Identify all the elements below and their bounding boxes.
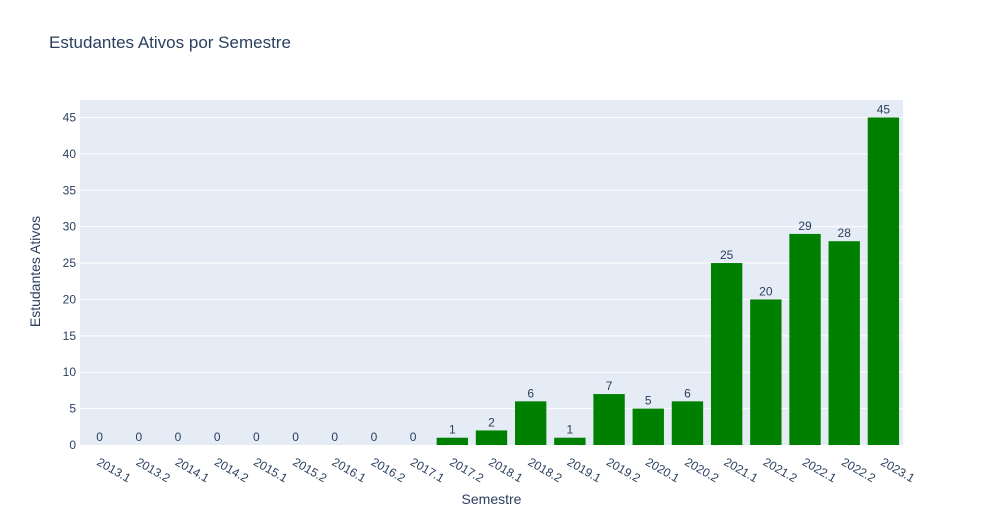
x-tick-label: 2019.2 — [604, 455, 643, 486]
x-tick-label: 2014.2 — [212, 455, 251, 486]
x-tick-label: 2016.1 — [330, 455, 369, 486]
x-tick-label: 2018.2 — [526, 455, 565, 486]
data-label: 2 — [488, 415, 495, 429]
y-axis-title: Estudantes Ativos — [27, 216, 43, 327]
x-axis-title: Semestre — [462, 491, 522, 507]
data-label: 45 — [877, 102, 891, 116]
data-label: 0 — [253, 430, 260, 444]
data-labels: 0 0 0 0 0 0 0 0 0 1 2 6 1 7 5 6 25 20 29 28 45 — [96, 102, 890, 444]
data-label: 0 — [214, 430, 221, 444]
bar-2017.2[interactable] — [436, 437, 468, 445]
x-tick-label: 2020.1 — [643, 455, 682, 486]
data-label: 7 — [606, 379, 613, 393]
chart-title: Estudantes Ativos por Semestre — [49, 33, 291, 52]
data-label: 0 — [292, 430, 299, 444]
x-tick-label: 2021.2 — [761, 455, 800, 486]
y-tick-label: 20 — [63, 292, 77, 306]
bar-2019.1[interactable] — [554, 437, 586, 445]
bar-2019.2[interactable] — [593, 394, 625, 445]
y-tick-label: 10 — [63, 365, 77, 379]
y-tick-label: 35 — [63, 183, 77, 197]
x-tick-label: 2014.1 — [173, 455, 212, 486]
data-label: 0 — [410, 430, 417, 444]
data-label: 1 — [449, 423, 456, 437]
y-tick-label: 0 — [69, 438, 76, 452]
x-tick-label: 2019.1 — [565, 455, 604, 486]
data-label: 0 — [135, 430, 142, 444]
y-tick-label: 40 — [63, 147, 77, 161]
bar-2021.2[interactable] — [750, 299, 782, 445]
x-axis-ticks: 2013.1 2013.2 2014.1 2014.2 2015.1 2015.2 2016… — [95, 455, 918, 486]
x-tick-label: 2015.1 — [251, 455, 290, 486]
x-tick-label: 2017.1 — [408, 455, 447, 486]
y-tick-label: 30 — [63, 220, 77, 234]
data-label: 0 — [175, 430, 182, 444]
bar-2022.1[interactable] — [789, 233, 821, 445]
bar-2020.1[interactable] — [632, 408, 664, 445]
x-tick-label: 2022.1 — [800, 455, 839, 486]
bar-2020.2[interactable] — [671, 401, 704, 445]
x-tick-label: 2017.2 — [447, 455, 486, 486]
y-tick-label: 5 — [69, 402, 76, 416]
data-label: 20 — [759, 284, 773, 298]
data-label: 6 — [527, 386, 534, 400]
x-tick-label: 2016.2 — [369, 455, 408, 486]
x-tick-label: 2013.1 — [95, 455, 134, 486]
y-tick-label: 45 — [63, 110, 77, 124]
data-label: 0 — [96, 430, 103, 444]
data-label: 5 — [645, 394, 652, 408]
x-tick-label: 2018.1 — [486, 455, 525, 486]
data-label: 25 — [720, 248, 734, 262]
bar-2021.1[interactable] — [710, 263, 743, 445]
data-label: 6 — [684, 386, 691, 400]
data-label: 28 — [838, 226, 852, 240]
y-tick-label: 25 — [63, 256, 77, 270]
data-label: 0 — [371, 430, 378, 444]
y-tick-label: 15 — [63, 329, 77, 343]
data-label: 29 — [798, 219, 812, 233]
x-tick-label: 2020.2 — [682, 455, 721, 486]
data-label: 0 — [331, 430, 338, 444]
x-tick-label: 2021.1 — [722, 455, 761, 486]
bar-2023.1[interactable] — [867, 117, 900, 445]
bar-2022.2[interactable] — [828, 241, 860, 445]
x-tick-label: 2013.2 — [134, 455, 173, 486]
bars — [436, 117, 900, 445]
data-label: 1 — [567, 423, 574, 437]
bar-2018.2[interactable] — [515, 401, 547, 445]
x-tick-label: 2015.2 — [290, 455, 329, 486]
y-axis-ticks: 0 5 10 15 20 25 30 35 40 45 — [63, 110, 77, 452]
x-tick-label: 2022.2 — [839, 455, 878, 486]
bar-2018.1[interactable] — [475, 430, 508, 445]
x-tick-label: 2023.1 — [878, 455, 917, 486]
